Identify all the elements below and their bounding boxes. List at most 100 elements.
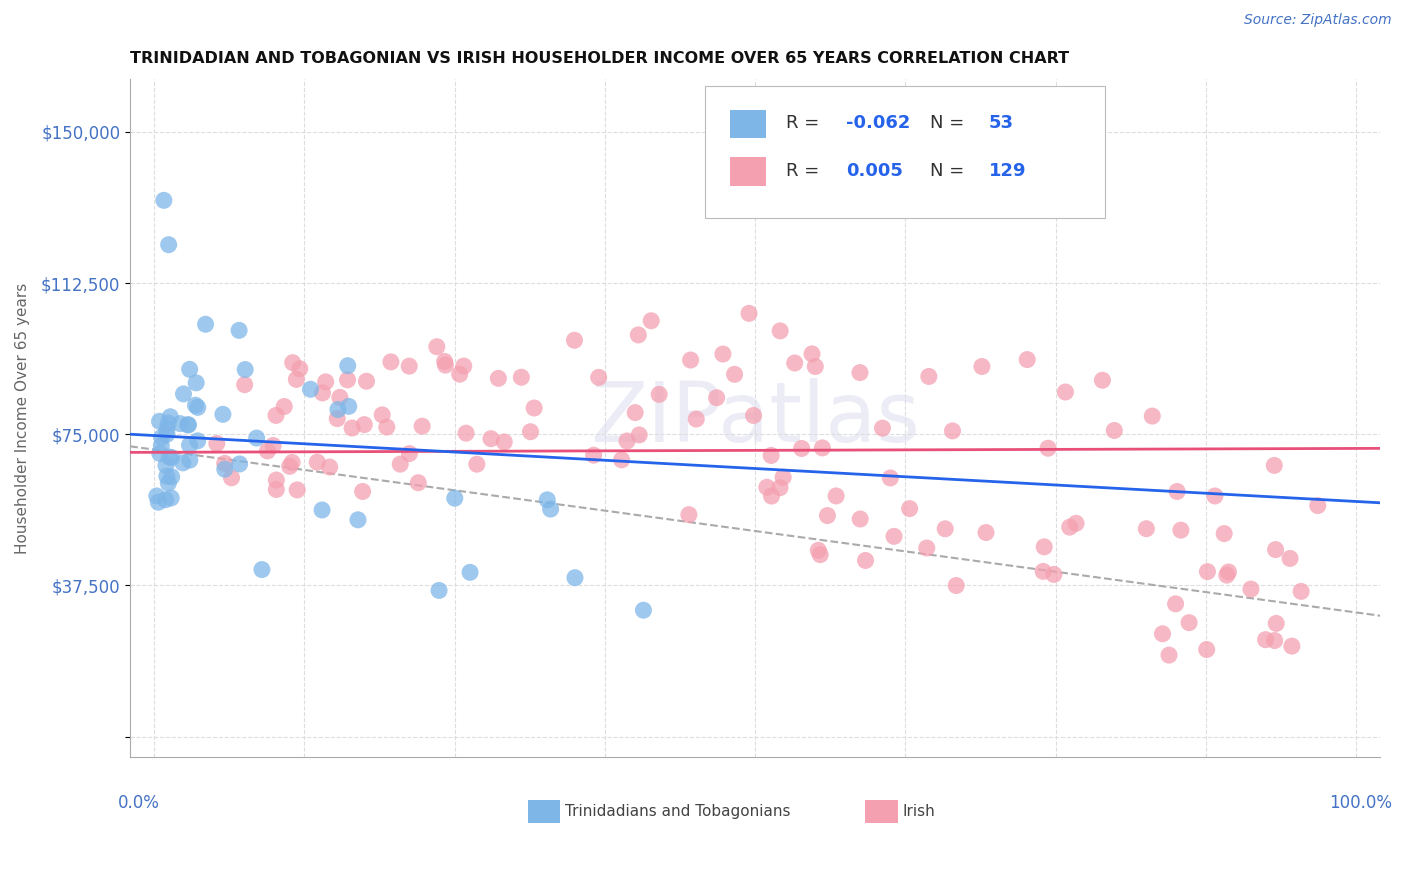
Point <box>311 385 333 400</box>
Point <box>228 457 250 471</box>
Point <box>149 446 172 460</box>
Point <box>790 442 813 456</box>
Point <box>510 370 533 384</box>
Point <box>326 402 349 417</box>
Point <box>564 571 586 585</box>
Point <box>169 417 191 431</box>
Point <box>849 512 872 526</box>
Point <box>177 417 200 432</box>
Point <box>808 548 831 562</box>
Point <box>627 327 650 342</box>
Point <box>633 603 655 617</box>
Point <box>150 430 173 444</box>
Point <box>945 578 967 592</box>
Point <box>811 441 834 455</box>
Point <box>934 522 956 536</box>
Point <box>179 453 201 467</box>
Point <box>628 428 651 442</box>
Point <box>266 473 288 487</box>
Point <box>1213 526 1236 541</box>
Point <box>804 359 827 374</box>
Point <box>1197 565 1219 579</box>
Point <box>801 347 824 361</box>
Point <box>329 391 352 405</box>
Point <box>449 367 471 381</box>
Point <box>353 417 375 432</box>
Point <box>616 434 638 448</box>
Point <box>915 541 938 555</box>
Point <box>375 420 398 434</box>
Point <box>380 355 402 369</box>
Point <box>1091 373 1114 387</box>
Point <box>519 425 541 439</box>
Point <box>347 513 370 527</box>
Point <box>1166 484 1188 499</box>
Point <box>443 491 465 505</box>
Point <box>233 377 256 392</box>
Point <box>256 444 278 458</box>
Point <box>1064 516 1087 531</box>
Point <box>172 456 194 470</box>
Point <box>179 438 201 452</box>
Point <box>769 481 792 495</box>
Point <box>262 438 284 452</box>
Text: Trinidadians and Tobagonians: Trinidadians and Tobagonians <box>565 804 790 819</box>
Point <box>453 359 475 373</box>
Point <box>155 492 177 507</box>
Point <box>738 306 761 320</box>
Point <box>153 194 176 208</box>
Point <box>1054 384 1077 399</box>
Point <box>299 382 322 396</box>
FancyBboxPatch shape <box>865 799 897 822</box>
Text: Irish: Irish <box>903 804 935 819</box>
Point <box>194 318 217 332</box>
Point <box>266 483 288 497</box>
Point <box>326 411 349 425</box>
Point <box>1306 499 1329 513</box>
Point <box>340 421 363 435</box>
Point <box>706 391 728 405</box>
Point <box>879 471 901 485</box>
Point <box>454 426 477 441</box>
Point <box>1265 616 1288 631</box>
Point <box>772 470 794 484</box>
Text: R =: R = <box>786 114 825 132</box>
Text: TRINIDADIAN AND TOBAGONIAN VS IRISH HOUSEHOLDER INCOME OVER 65 YEARS CORRELATION: TRINIDADIAN AND TOBAGONIAN VS IRISH HOUS… <box>131 51 1070 66</box>
Point <box>160 470 183 484</box>
Point <box>582 448 605 462</box>
Point <box>184 398 207 412</box>
Point <box>1157 648 1180 662</box>
Point <box>1033 540 1056 554</box>
Point <box>855 553 877 567</box>
Point <box>588 370 610 384</box>
Point <box>398 446 420 460</box>
Point <box>246 431 269 445</box>
Point <box>640 314 662 328</box>
Point <box>1240 582 1263 596</box>
Point <box>1178 615 1201 630</box>
Point <box>281 356 304 370</box>
Point <box>406 475 429 490</box>
Point <box>214 462 236 476</box>
Point <box>264 409 287 423</box>
Point <box>783 356 806 370</box>
Point <box>759 449 782 463</box>
Point <box>187 434 209 448</box>
Text: 100.0%: 100.0% <box>1330 794 1392 812</box>
Text: 129: 129 <box>988 161 1026 180</box>
Point <box>807 543 830 558</box>
Point <box>1152 627 1174 641</box>
Point <box>311 503 333 517</box>
Point <box>679 353 702 368</box>
Point <box>624 406 647 420</box>
Point <box>427 583 450 598</box>
Point <box>426 340 449 354</box>
Point <box>156 469 179 483</box>
Point <box>1104 424 1126 438</box>
Point <box>356 374 378 388</box>
Point <box>285 372 308 386</box>
Point <box>1164 597 1187 611</box>
Point <box>221 471 243 485</box>
Point <box>307 455 329 469</box>
Point <box>150 439 173 453</box>
